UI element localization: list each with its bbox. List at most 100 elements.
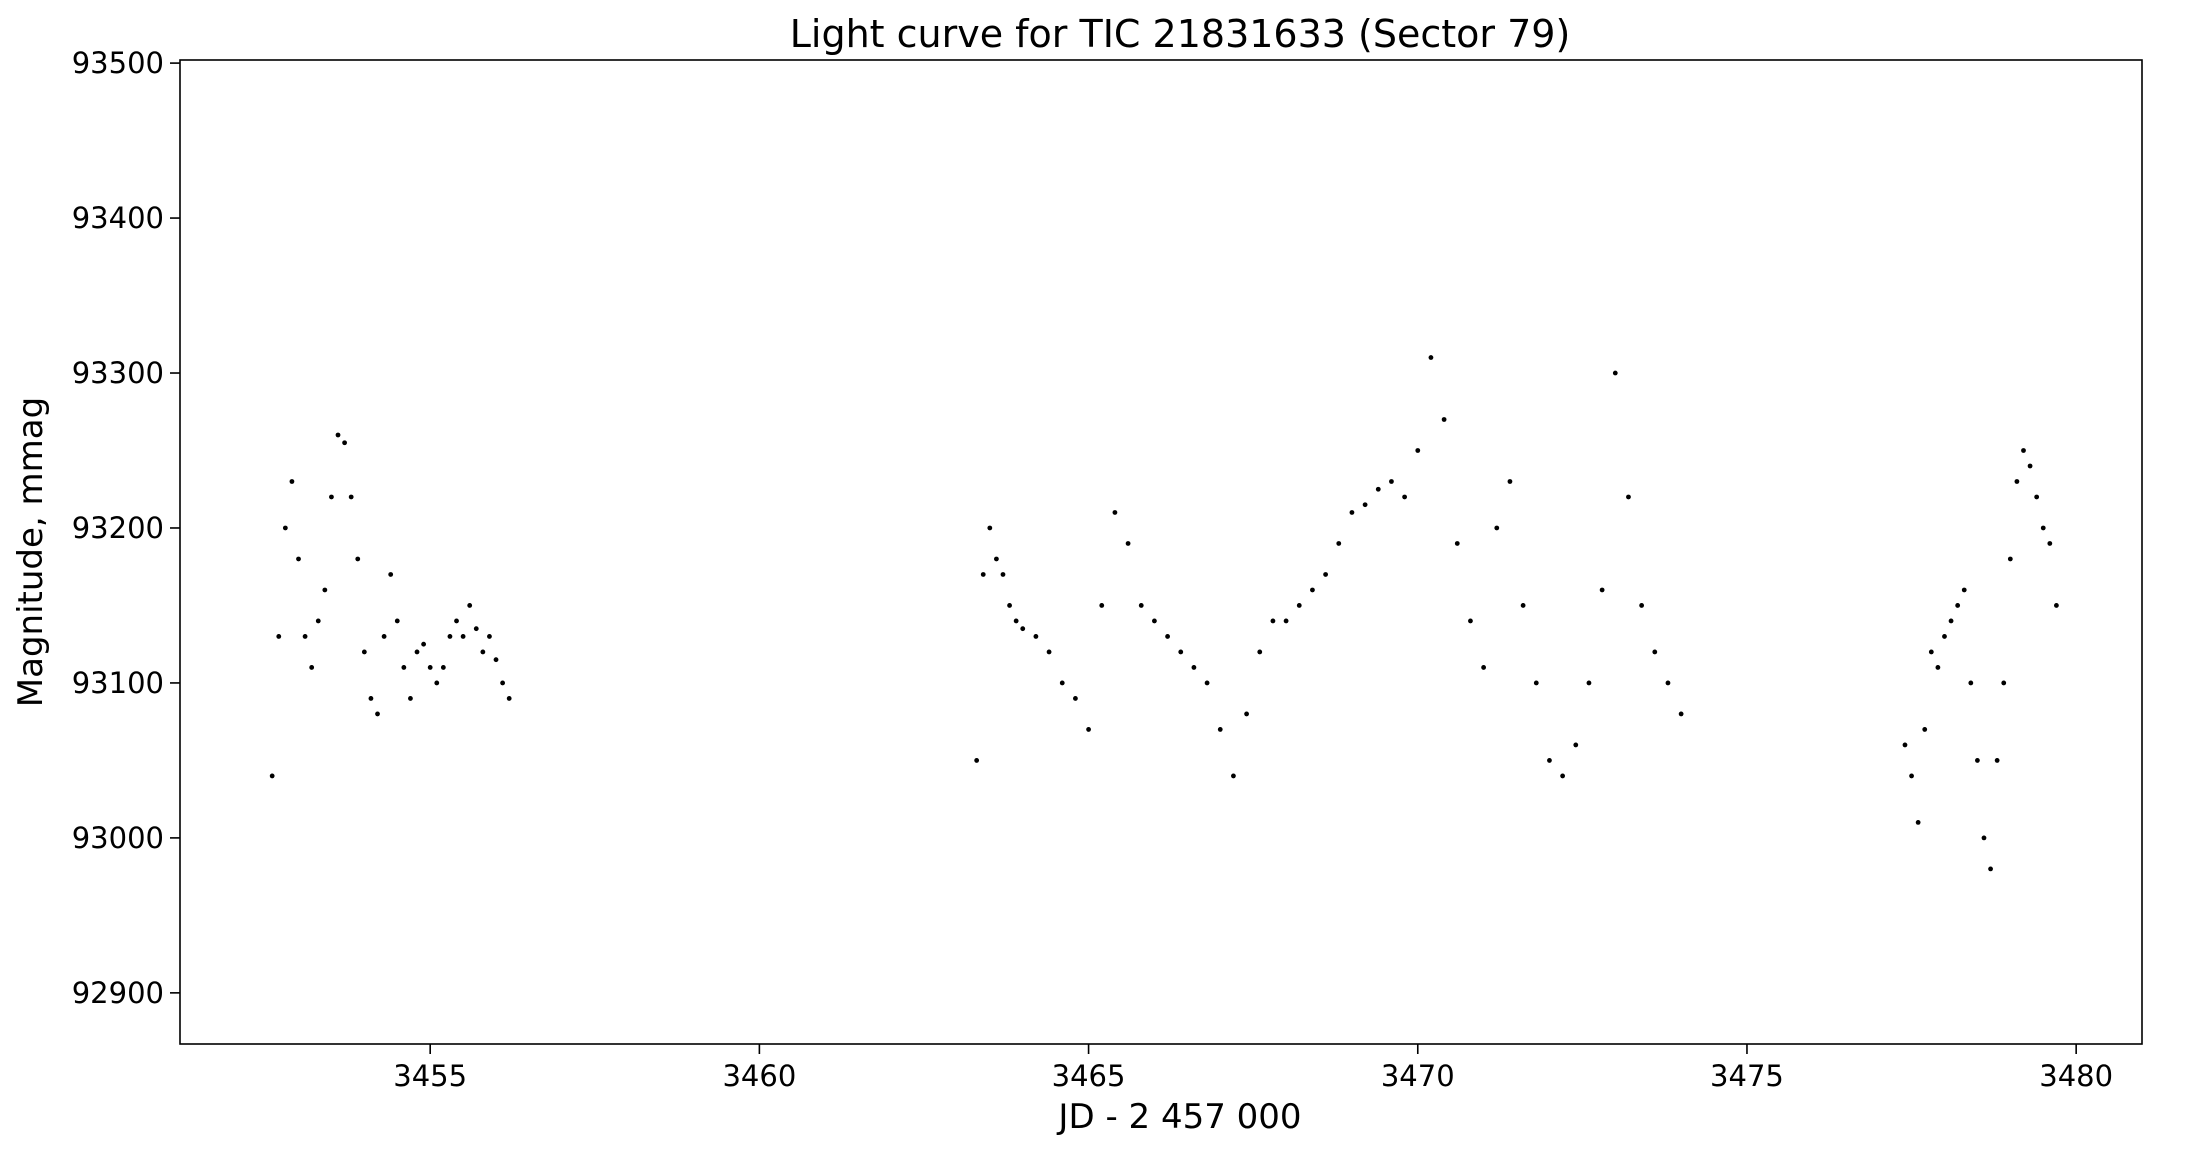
- data-point: [487, 634, 492, 639]
- data-point: [1975, 758, 1980, 763]
- data-point: [1112, 510, 1118, 515]
- data-point: [296, 556, 301, 562]
- x-tick-label: 3455: [393, 1059, 467, 1093]
- data-point: [1152, 618, 1157, 624]
- data-point: [1922, 727, 1928, 732]
- data-point: [1046, 649, 1052, 655]
- data-point: [1020, 626, 1026, 632]
- data-point: [342, 440, 347, 446]
- data-point: [1599, 587, 1605, 593]
- data-point: [1231, 773, 1236, 779]
- data-point: [289, 479, 295, 484]
- data-point: [1296, 603, 1302, 608]
- data-point: [1310, 587, 1315, 593]
- data-point: [276, 634, 282, 639]
- data-point: [1165, 634, 1170, 639]
- y-tick-label: 93500: [72, 46, 164, 80]
- data-point: [421, 641, 427, 647]
- data-point: [302, 634, 308, 639]
- data-point: [1270, 618, 1276, 624]
- data-point: [493, 657, 499, 663]
- x-axis-ticks: 3455 3460 3465 3470 3475 3480: [393, 1044, 2113, 1093]
- data-point: [1961, 587, 1967, 593]
- data-point: [1494, 525, 1500, 531]
- y-axis-ticks: 92900 93000 93100 93200 93300 93400 93500: [72, 46, 180, 1010]
- data-point: [1138, 603, 1144, 608]
- data-point: [1191, 665, 1197, 670]
- data-point: [348, 494, 354, 500]
- data-point: [1935, 665, 1941, 670]
- data-points: [269, 355, 2059, 872]
- data-point: [355, 556, 361, 562]
- data-point: [1468, 618, 1473, 624]
- data-point: [1454, 541, 1460, 546]
- data-point: [1533, 680, 1539, 686]
- data-point: [1639, 603, 1645, 608]
- data-point: [1217, 727, 1223, 732]
- data-point: [388, 572, 394, 577]
- data-point: [2014, 479, 2020, 484]
- data-point: [480, 649, 486, 655]
- data-point: [1481, 665, 1487, 670]
- data-point: [1000, 572, 1006, 577]
- data-point: [2040, 525, 2046, 531]
- x-axis-label: JD - 2 457 000: [1056, 1097, 1301, 1137]
- data-point: [361, 649, 367, 655]
- data-point: [974, 758, 980, 763]
- data-point: [1323, 572, 1328, 577]
- data-point: [1257, 649, 1263, 655]
- x-tick-label: 3470: [1381, 1059, 1455, 1093]
- data-point: [1909, 773, 1914, 779]
- data-point: [1573, 742, 1579, 748]
- chart-title: Light curve for TIC 21831633 (Sector 79): [790, 12, 1571, 56]
- data-point: [473, 626, 479, 632]
- data-point: [1586, 680, 1592, 686]
- data-point: [1336, 541, 1342, 546]
- data-point: [1994, 758, 2000, 763]
- data-point: [1013, 618, 1019, 624]
- data-point: [394, 618, 400, 624]
- data-point: [2034, 494, 2040, 500]
- data-point: [500, 680, 506, 686]
- data-point: [1626, 494, 1631, 500]
- data-point: [1099, 603, 1105, 608]
- data-point: [1441, 417, 1447, 422]
- data-point: [1375, 486, 1381, 492]
- data-point: [1665, 680, 1671, 686]
- data-point: [1007, 603, 1012, 608]
- data-point: [506, 696, 512, 701]
- data-point: [1402, 494, 1408, 500]
- data-point: [408, 696, 413, 701]
- data-point: [1073, 696, 1078, 701]
- data-point: [1955, 603, 1961, 608]
- data-point: [269, 773, 275, 779]
- data-point: [1902, 742, 1908, 748]
- data-point: [1942, 634, 1947, 639]
- data-point: [1178, 649, 1184, 655]
- data-point: [467, 603, 473, 608]
- y-axis-label: Magnitude, mmag: [11, 397, 51, 707]
- data-point: [994, 556, 999, 562]
- data-point: [1059, 680, 1065, 686]
- data-point: [381, 634, 387, 639]
- data-point: [987, 525, 993, 531]
- data-point: [2001, 680, 2007, 686]
- data-point: [1428, 355, 1434, 360]
- data-point: [315, 618, 321, 624]
- data-point: [2021, 448, 2026, 453]
- data-point: [1349, 510, 1355, 515]
- data-point: [1612, 370, 1618, 376]
- data-point: [2027, 463, 2033, 469]
- data-point: [1560, 773, 1566, 779]
- data-point: [1125, 541, 1131, 546]
- data-point: [1389, 479, 1394, 484]
- data-point: [434, 680, 440, 686]
- data-point: [427, 665, 433, 670]
- data-point: [401, 665, 407, 670]
- x-tick-label: 3460: [722, 1059, 796, 1093]
- plot-frame: [179, 59, 2143, 1045]
- data-point: [309, 665, 315, 670]
- data-point: [2054, 603, 2059, 608]
- data-point: [2047, 541, 2053, 546]
- data-point: [1678, 711, 1684, 717]
